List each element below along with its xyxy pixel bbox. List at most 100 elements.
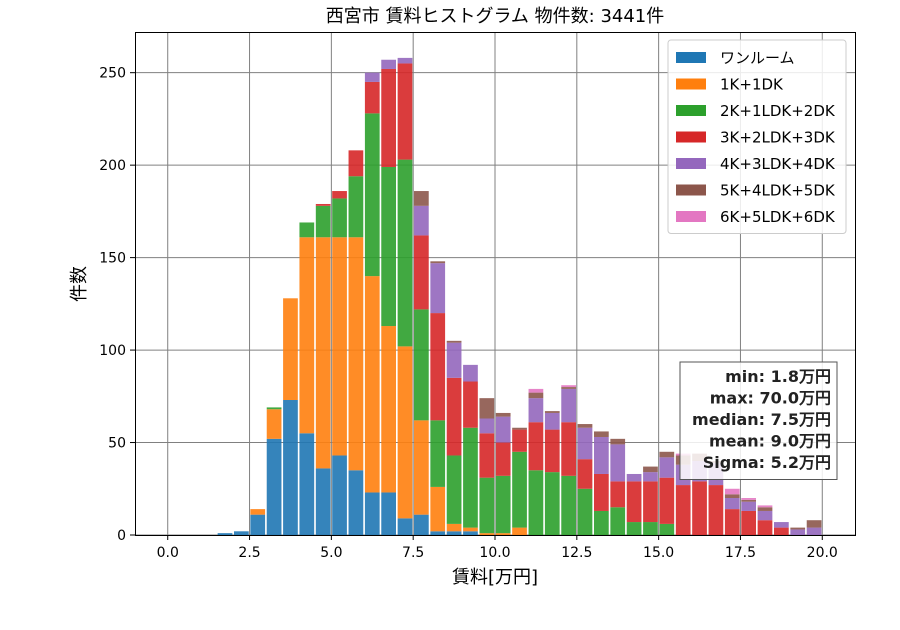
- x-ticks: 0.0 2.5 5.0 7.5 10.0 12.5 15.0 17.5 20.0: [157, 535, 838, 561]
- bar-4-25: [577, 427, 593, 460]
- bar-2-19: [479, 477, 495, 534]
- x-tick-label-3: 7.5: [402, 545, 424, 561]
- bar-1-8: [299, 237, 315, 434]
- bar-3-23: [544, 429, 560, 473]
- bar-5-15: [414, 191, 429, 206]
- bar-0-16: [430, 531, 446, 535]
- bar-1-19: [479, 533, 495, 535]
- bar-5-16: [430, 261, 446, 264]
- bar-5-27: [610, 438, 626, 445]
- bar-2-12: [364, 113, 380, 277]
- bar-5-26: [594, 431, 609, 437]
- bar-3-22: [528, 422, 544, 471]
- legend-swatch-3: [676, 131, 706, 143]
- bar-3-13: [381, 68, 396, 167]
- x-tick-label-2: 5.0: [320, 545, 342, 561]
- bar-3-30: [659, 477, 675, 524]
- y-axis-title: 件数: [69, 266, 90, 302]
- legend-swatch-5: [676, 184, 706, 196]
- bar-6-22: [528, 388, 544, 393]
- bar-3-29: [643, 481, 658, 523]
- bar-1-14: [397, 346, 413, 519]
- y-tick-label-3: 150: [99, 251, 126, 267]
- x-tick-label-7: 17.5: [725, 545, 756, 561]
- stats-line-0: min: 1.8万円: [725, 367, 831, 386]
- bar-3-15: [414, 235, 429, 310]
- bar-5-21: [512, 427, 527, 430]
- bar-5-25: [577, 424, 593, 428]
- bar-0-9: [315, 468, 331, 535]
- stats-line-3: mean: 9.0万円: [709, 432, 831, 451]
- x-tick-label-6: 15.0: [643, 545, 674, 561]
- bar-6-36: [757, 505, 773, 508]
- bar-3-14: [397, 63, 413, 160]
- bar-4-16: [430, 263, 446, 314]
- bar-1-21: [512, 527, 527, 535]
- bar-2-11: [348, 176, 364, 238]
- bar-2-21: [512, 451, 527, 528]
- y-tick-label-4: 200: [99, 158, 126, 174]
- bar-3-25: [577, 459, 593, 489]
- bar-4-23: [544, 412, 560, 430]
- bar-3-28: [626, 481, 642, 523]
- bar-3-20: [495, 442, 511, 476]
- y-tick-label-1: 50: [108, 436, 126, 452]
- y-tick-label-2: 100: [99, 343, 126, 359]
- bar-3-27: [610, 481, 626, 508]
- stats-line-2: median: 7.5万円: [692, 410, 831, 429]
- bar-5-17: [446, 340, 462, 343]
- bar-1-11: [348, 237, 364, 471]
- bar-0-6: [266, 438, 282, 535]
- bar-1-6: [266, 409, 282, 439]
- bar-5-30: [659, 451, 675, 458]
- x-tick-label-4: 10.0: [479, 545, 510, 561]
- bar-0-13: [381, 492, 396, 535]
- bar-0-7: [283, 400, 298, 535]
- bar-2-8: [299, 222, 315, 238]
- bar-5-39: [806, 520, 822, 528]
- bar-2-17: [446, 455, 462, 524]
- bar-6-35: [741, 498, 756, 500]
- legend-label-6: 6K+5LDK+6DK: [720, 208, 836, 226]
- bar-0-14: [397, 518, 413, 535]
- bar-4-39: [806, 527, 822, 535]
- bar-2-20: [495, 475, 511, 534]
- stats-box: min: 1.8万円 max: 70.0万円 median: 7.5万円 mean: …: [679, 361, 838, 480]
- legend-label-3: 3K+2LDK+3DK: [720, 129, 836, 147]
- x-tick-label-8: 20.0: [807, 545, 838, 561]
- bar-1-10: [332, 237, 347, 456]
- bar-0-4: [234, 531, 249, 535]
- bar-4-30: [659, 457, 675, 478]
- bar-2-6: [266, 407, 282, 410]
- bar-2-10: [332, 198, 347, 238]
- bar-3-16: [430, 313, 446, 421]
- bar-1-20: [495, 533, 511, 535]
- bar-6-34: [724, 488, 740, 495]
- bar-5-23: [544, 411, 560, 413]
- bar-5-35: [741, 499, 756, 502]
- bar-1-7: [283, 298, 298, 401]
- bar-4-19: [479, 418, 495, 434]
- bar-4-20: [495, 416, 511, 443]
- bar-1-17: [446, 523, 462, 532]
- legend-swatch-0: [676, 52, 706, 63]
- bar-2-14: [397, 159, 413, 347]
- bar-0-18: [463, 531, 478, 535]
- bar-5-29: [643, 466, 658, 473]
- bar-2-26: [594, 510, 609, 535]
- legend: ワンルーム 1K+1DK 2K+1LDK+2DK 3K+2LDK+3DK 4K+3LDK…: [667, 39, 847, 234]
- bar-5-38: [790, 527, 806, 530]
- bar-4-36: [757, 510, 773, 521]
- bar-2-30: [659, 523, 675, 535]
- bar-0-3: [217, 533, 233, 535]
- bar-0-17: [446, 531, 462, 535]
- bar-5-24: [561, 387, 576, 389]
- bar-3-32: [692, 481, 707, 535]
- legend-label-0: ワンルーム: [720, 49, 795, 67]
- chart-title: 西宮市 賃料ヒストグラム 物件数: 3441件: [326, 6, 665, 27]
- bar-4-13: [381, 59, 396, 69]
- legend-label-2: 2K+1LDK+2DK: [720, 102, 836, 120]
- bar-4-12: [364, 72, 380, 82]
- bar-1-13: [381, 326, 396, 493]
- bar-3-35: [741, 510, 756, 535]
